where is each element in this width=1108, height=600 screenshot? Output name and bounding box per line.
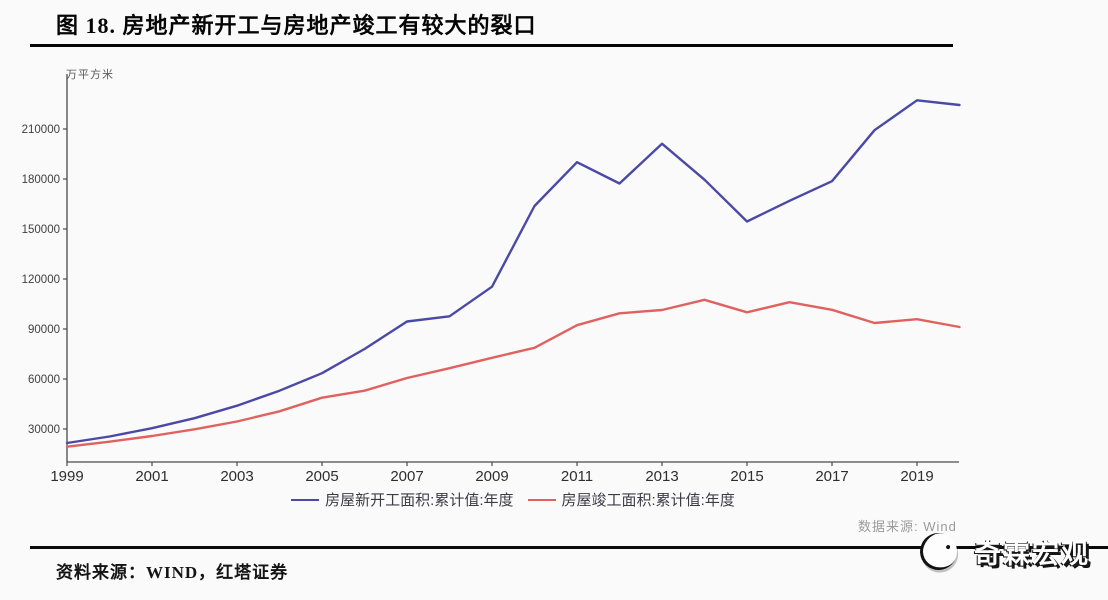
source-text: 资料来源：WIND，红塔证券 bbox=[56, 563, 289, 582]
brand-logo-text: 奇霖宏观 bbox=[974, 539, 1090, 569]
new-starts-line bbox=[65, 99, 961, 445]
x-tick-label: 2007 bbox=[390, 468, 423, 485]
y-tick-label: 150000 bbox=[22, 224, 60, 236]
title-underline bbox=[30, 44, 953, 47]
x-tick-label: 2005 bbox=[305, 468, 338, 485]
axis-unit-label: 万平方米 bbox=[66, 69, 114, 81]
footer-rule bbox=[30, 546, 1108, 549]
chart-legend: 房屋新开工面积:累计值:年度 房屋竣工面积:累计值:年度 bbox=[67, 489, 959, 510]
x-tick-label: 2017 bbox=[815, 468, 848, 485]
x-tick-label: 2009 bbox=[475, 468, 508, 485]
x-tick-label: 2001 bbox=[135, 468, 168, 485]
x-tick-label: 2013 bbox=[645, 468, 678, 485]
y-tick-label: 120000 bbox=[22, 274, 60, 286]
x-tick-label: 2003 bbox=[220, 468, 253, 485]
qilin-logo-icon bbox=[914, 527, 963, 576]
legend-item-new-starts: 房屋新开工面积:累计值:年度 bbox=[291, 489, 514, 510]
completions-line bbox=[65, 298, 961, 448]
y-tick-label: 90000 bbox=[28, 324, 60, 336]
y-tick-label: 60000 bbox=[28, 374, 60, 386]
x-tick-label: 2011 bbox=[561, 468, 593, 485]
x-tick-label: 2019 bbox=[900, 468, 933, 485]
x-tick-label: 1999 bbox=[50, 468, 83, 485]
legend-item-completions: 房屋竣工面积:累计值:年度 bbox=[527, 489, 735, 510]
brand-logo: 奇霖宏观 bbox=[896, 527, 1108, 578]
legend-label-completions: 房屋竣工面积:累计值:年度 bbox=[561, 492, 735, 509]
y-tick-label: 180000 bbox=[22, 174, 60, 186]
legend-dash-blue bbox=[291, 498, 320, 501]
x-tick-label: 2015 bbox=[730, 468, 763, 485]
figure-title: 图 18. 房地产新开工与房地产竣工有较大的裂口 bbox=[56, 13, 537, 38]
y-tick-label: 210000 bbox=[22, 124, 60, 136]
legend-label-new-starts: 房屋新开工面积:累计值:年度 bbox=[325, 492, 514, 509]
legend-dash-red bbox=[527, 498, 556, 501]
y-tick-label: 30000 bbox=[28, 424, 60, 436]
wind-watermark: 数据来源: Wind bbox=[858, 519, 957, 534]
